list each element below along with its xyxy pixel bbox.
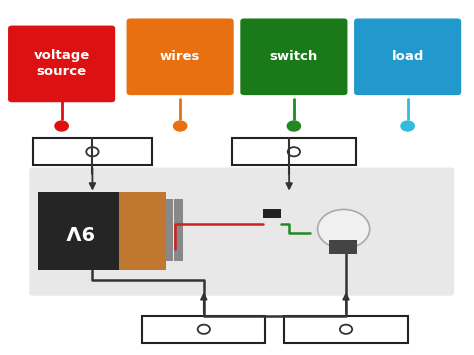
Text: voltage
source: voltage source [34,49,90,78]
FancyBboxPatch shape [240,18,347,95]
Text: 9V: 9V [64,221,92,240]
FancyBboxPatch shape [329,240,357,254]
FancyBboxPatch shape [232,138,356,165]
FancyBboxPatch shape [284,316,408,343]
FancyBboxPatch shape [165,199,173,261]
FancyBboxPatch shape [29,168,454,296]
Circle shape [173,121,187,131]
Circle shape [55,121,68,131]
FancyBboxPatch shape [8,26,115,102]
Text: wires: wires [160,50,201,63]
Circle shape [401,121,414,131]
FancyBboxPatch shape [142,316,265,343]
FancyBboxPatch shape [38,192,118,270]
FancyBboxPatch shape [174,199,183,261]
Circle shape [287,121,301,131]
FancyBboxPatch shape [263,209,281,218]
Text: load: load [392,50,424,63]
FancyBboxPatch shape [118,192,166,270]
Text: switch: switch [270,50,318,63]
FancyBboxPatch shape [354,18,461,95]
FancyBboxPatch shape [33,138,152,165]
Circle shape [318,209,370,248]
FancyBboxPatch shape [127,18,234,95]
